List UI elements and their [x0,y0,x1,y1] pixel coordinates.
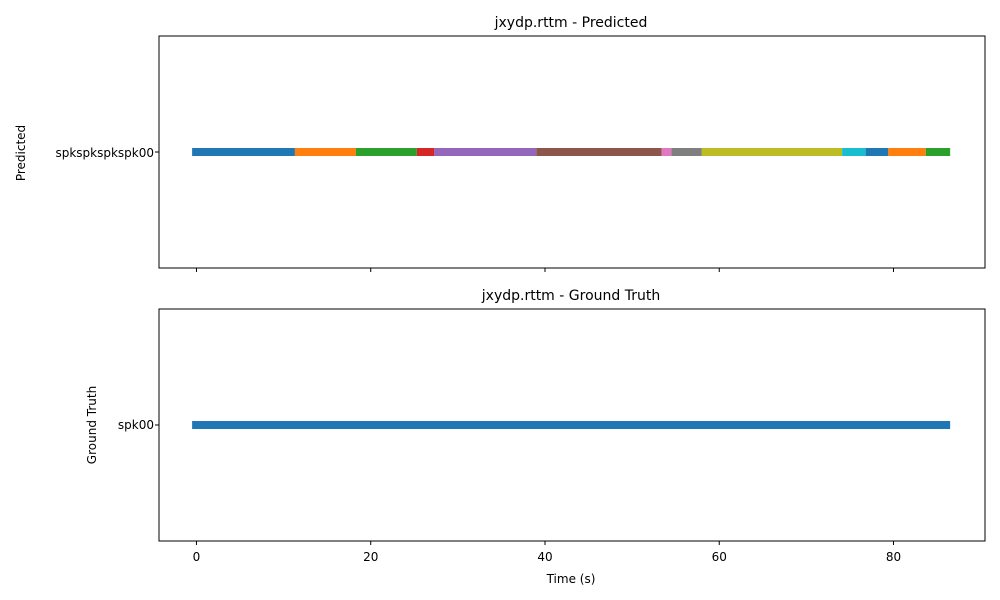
predicted-row-label: spkspkspkspk00 [55,146,154,160]
xtick-label-1-0: 0 [193,550,201,564]
ground-truth-panel: jxydp.rttm - Ground Truth Ground Truth s… [85,288,986,586]
xtick-label-1-2: 40 [537,550,552,564]
xtick-label-1-1: 20 [363,550,378,564]
predicted-panel: jxydp.rttm - Predicted Predicted spkspks… [14,15,986,272]
predicted-xticks [195,268,895,272]
xtick-label-1-3: 60 [712,550,727,564]
predicted-ylabel: Predicted [14,125,28,181]
xtick-label-1-4: 80 [886,550,901,564]
ground-truth-xlabel: Time (s) [546,572,596,586]
predicted-title: jxydp.rttm - Predicted [494,15,648,31]
ground-truth-xticks: 0 20 40 60 80 [193,541,901,564]
ground-truth-row-label: spk00 [118,418,154,432]
ground-truth-title: jxydp.rttm - Ground Truth [481,288,660,304]
ground-truth-ylabel: Ground Truth [85,386,99,464]
